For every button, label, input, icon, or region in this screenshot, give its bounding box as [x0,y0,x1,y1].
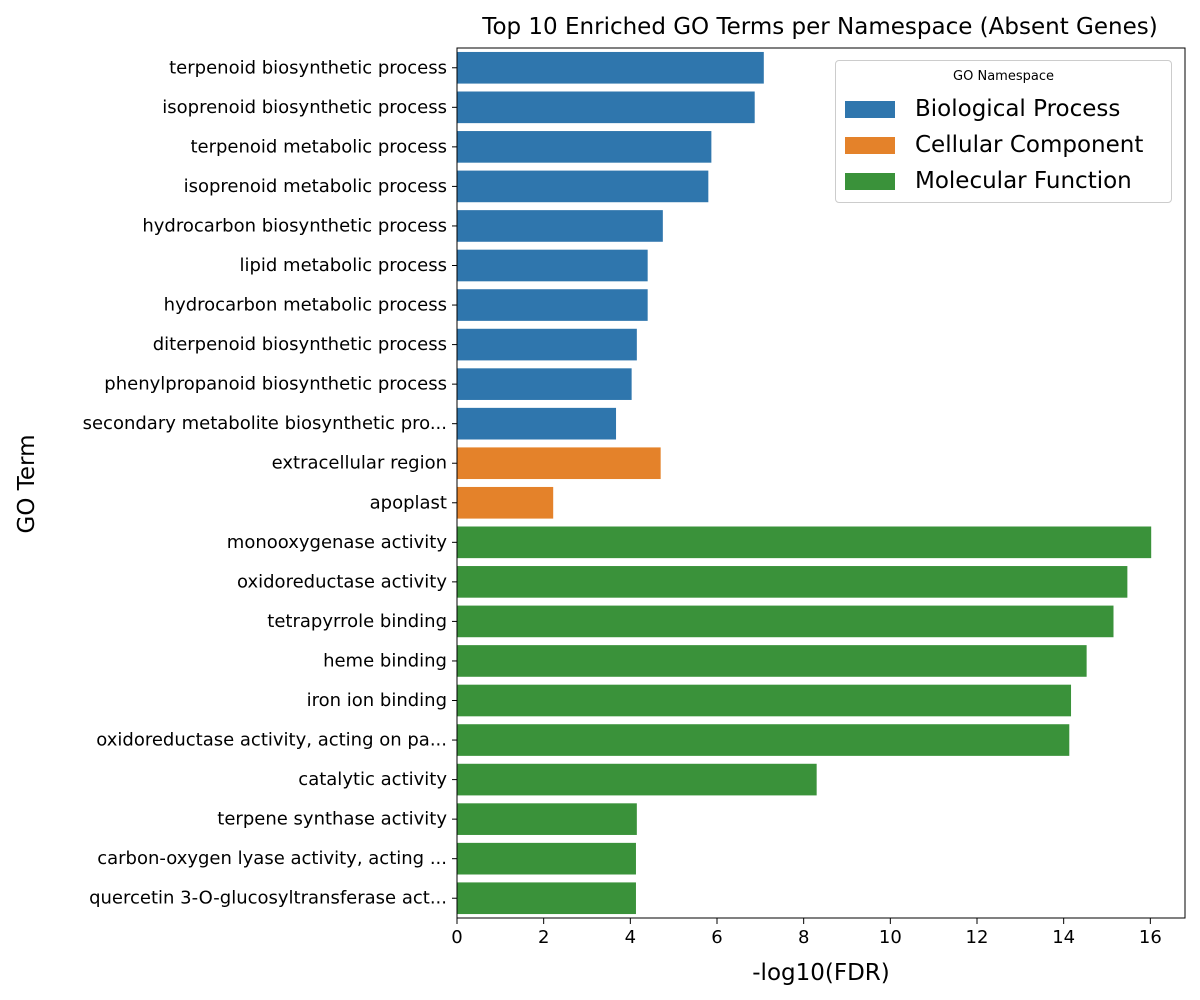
legend-label: Cellular Component [915,132,1144,158]
y-tick-label: tetrapyrrole binding [267,611,447,632]
y-tick-label: carbon-oxygen lyase activity, acting ... [97,848,447,869]
x-axis: 0 2 4 6 8 10 12 14 16 [451,918,1162,948]
x-tick-label: 10 [879,927,902,948]
bar-phenylpropanoid-biosynthetic-process [457,368,632,400]
y-tick-label: extracellular region [272,453,447,474]
x-tick-label: 12 [966,927,989,948]
y-tick-label: isoprenoid metabolic process [184,176,447,197]
bar-oxidoreductase-activity [457,566,1128,598]
y-tick-labels: terpenoid biosynthetic process isoprenoid… [83,57,457,909]
bar-isoprenoid-biosynthetic-process [457,91,755,124]
legend-label: Molecular Function [915,168,1132,194]
legend-swatch [845,136,895,154]
legend-item-molecular-function: Molecular Function [845,167,1132,195]
bar-terpene-synthase-activity [457,803,637,835]
bar-terpenoid-metabolic-process [457,131,712,163]
bar-iron-ion-binding [457,684,1072,717]
x-tick-label: 0 [451,927,462,948]
plot-border [456,47,1186,919]
x-axis-title: -log10(FDR) [752,960,890,986]
y-tick-label: oxidoreductase activity, acting on pa... [96,730,447,751]
bar-hydrocarbon-metabolic-process [457,289,648,321]
y-tick-label: terpene synthase activity [217,809,447,830]
bar-terpenoid-biosynthetic-process [457,51,764,84]
bar-monooxygenase-activity [457,526,1152,559]
bar-hydrocarbon-biosynthetic-process [457,210,663,242]
legend-swatch [845,172,895,190]
y-tick-label: terpenoid biosynthetic process [169,57,447,78]
y-tick-label: isoprenoid biosynthetic process [162,97,447,118]
legend-label: Biological Process [915,96,1121,122]
bar-catalytic-activity [457,763,817,796]
bar-diterpenoid-biosynthetic-process [457,328,637,361]
y-tick-label: quercetin 3-O-glucosyltransferase act... [89,888,447,909]
bar-isoprenoid-metabolic-process [457,170,709,203]
y-tick-label: heme binding [323,650,447,671]
y-tick-label: catalytic activity [298,769,447,790]
y-tick-label: phenylpropanoid biosynthetic process [104,374,447,395]
y-tick-label: diterpenoid biosynthetic process [153,334,447,355]
y-axis-title: GO Term [14,435,40,534]
y-tick-label: terpenoid metabolic process [190,136,447,157]
bar-apoplast [457,486,554,519]
y-tick-label: secondary metabolite biosynthetic pro... [83,413,447,434]
bar-tetrapyrrole-binding [457,605,1114,638]
bar-extracellular-region [457,447,661,480]
legend: GO Namespace Biological Process Cellular… [835,60,1172,203]
x-tick-label: 4 [625,927,636,948]
legend-title: GO Namespace [953,69,1054,84]
x-tick-label: 2 [538,927,549,948]
bars-group [457,51,1152,915]
x-tick-label: 8 [798,927,809,948]
y-tick-label: lipid metabolic process [239,255,447,276]
x-tick-label: 16 [1139,927,1162,948]
y-tick-label: hydrocarbon biosynthetic process [142,215,447,236]
y-tick-label: hydrocarbon metabolic process [164,295,447,316]
bar-heme-binding [457,645,1087,677]
bar-lipid-metabolic-process [457,249,648,282]
bar-secondary-metabolite-biosynthetic-pro [457,407,617,440]
y-tick-label: iron ion binding [307,690,447,711]
y-tick-label: monooxygenase activity [227,532,448,553]
x-tick-label: 6 [711,927,722,948]
legend-item-biological-process: Biological Process [845,95,1120,123]
y-tick-label: oxidoreductase activity [237,571,447,592]
legend-item-cellular-component: Cellular Component [845,131,1143,159]
x-tick-label: 14 [1052,927,1075,948]
y-tick-label: apoplast [370,492,447,513]
plot-frame [456,47,1186,919]
bar-quercetin-3-o-glucosyltransferase-act [457,882,636,915]
bar-carbon-oxygen-lyase-activity-acting [457,842,636,875]
bar-oxidoreductase-activity-acting-on-pa [457,724,1070,756]
chart-title: Top 10 Enriched GO Terms per Namespace (… [481,14,1157,40]
legend-swatch [845,100,895,118]
